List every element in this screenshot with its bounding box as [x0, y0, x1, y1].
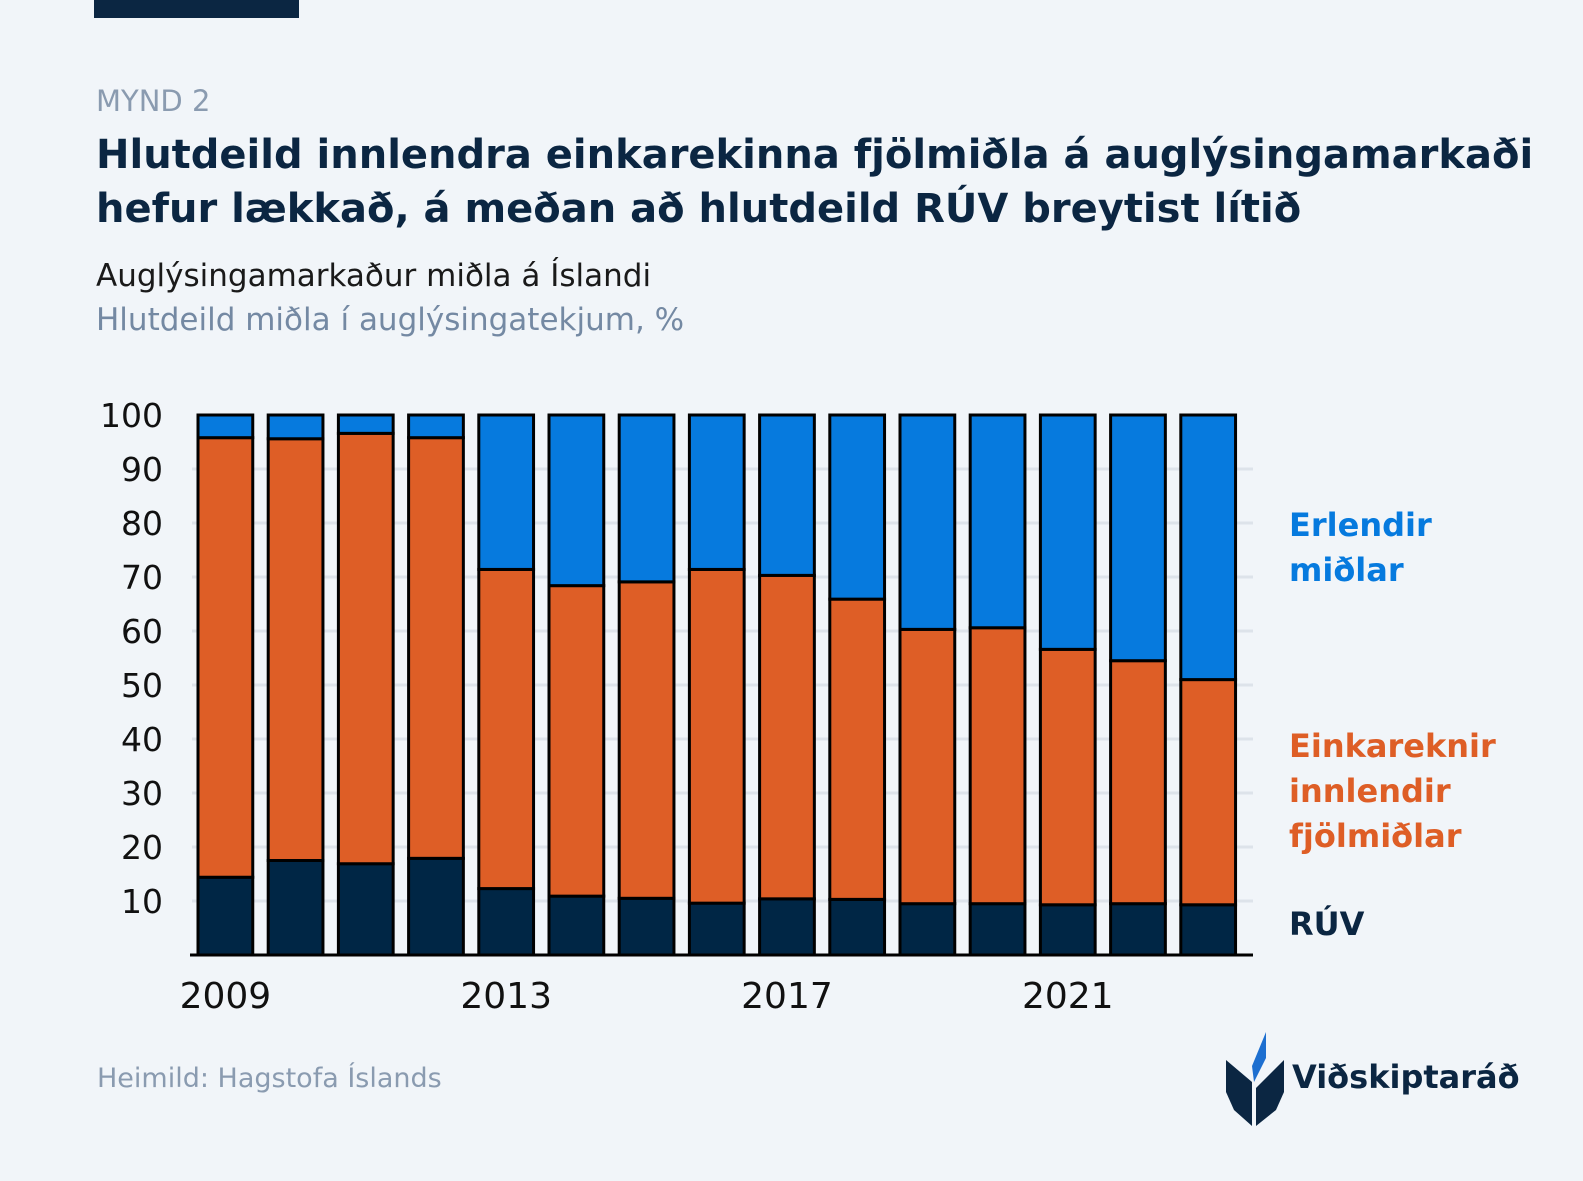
x-tick-label: 2009: [180, 976, 272, 1017]
vidskiptarad-logo-icon: [1226, 1032, 1284, 1126]
source-note: Heimild: Hagstofa Íslands: [97, 1063, 442, 1094]
bar-segment-private: [477, 567, 536, 891]
title-line-2: hefur lækkað, á meðan að hlutdeild RÚV b…: [96, 186, 1302, 232]
bar-segment-foreign: [1038, 413, 1097, 651]
y-tick-label: 10: [121, 882, 163, 921]
bar-segment-ruv: [266, 859, 325, 957]
legend-foreign-line-1: Erlendir: [1289, 506, 1432, 544]
x-tick-label: 2013: [460, 976, 552, 1017]
legend-ruv: RÚV: [1289, 905, 1365, 943]
bar-segment-private: [407, 436, 465, 860]
header-accent-bar: [94, 0, 299, 18]
bar-segment-private: [336, 431, 395, 866]
legend-foreign-line-2: miðlar: [1289, 551, 1404, 589]
bar-segment-ruv: [547, 894, 606, 957]
bar-segment-private: [687, 567, 746, 905]
bar-segment-private: [1038, 647, 1097, 907]
bar-segment-foreign: [758, 413, 816, 577]
bar-segment-ruv: [828, 897, 887, 957]
bar-segment-ruv: [758, 897, 816, 957]
bar-segment-foreign: [336, 413, 395, 435]
bar-segment-ruv: [687, 901, 746, 957]
bar-segment-foreign: [828, 413, 887, 601]
bar-segment-foreign: [196, 413, 255, 440]
bar-segment-ruv: [898, 902, 957, 957]
bar-segment-private: [828, 597, 887, 901]
y-tick-label: 60: [121, 612, 163, 651]
bar-segment-foreign: [1179, 413, 1238, 682]
title-line-1: Hlutdeild innlendra einkarekinna fjölmið…: [96, 132, 1534, 178]
bar-segment-foreign: [477, 413, 536, 571]
figure-label: MYND 2: [96, 84, 211, 118]
x-tick-label: 2021: [1022, 976, 1114, 1017]
bar-segment-ruv: [1038, 903, 1097, 957]
bar-segment-private: [1109, 659, 1167, 906]
bar-segment-private: [617, 580, 676, 900]
bar-segment-private: [758, 573, 816, 901]
bar-segment-ruv: [196, 875, 255, 957]
y-tick-label: 80: [121, 504, 163, 543]
bar-segment-ruv: [968, 902, 1027, 957]
legend-foreign: Erlendir miðlar: [1289, 503, 1432, 593]
legend-private-line-3: fjölmiðlar: [1289, 817, 1462, 855]
bar-segment-ruv: [336, 862, 395, 957]
y-tick-label: 20: [121, 828, 163, 867]
unit-label: Hlutdeild miðla í auglýsingatekjum, %: [96, 302, 685, 338]
logo-text: Viðskiptaráð: [1292, 1058, 1520, 1096]
bar-segment-private: [968, 626, 1027, 906]
y-tick-label: 50: [121, 666, 163, 705]
bar-segment-foreign: [898, 413, 957, 631]
y-tick-label: 70: [121, 558, 163, 597]
bar-segment-private: [196, 436, 255, 879]
bar-segment-private: [1179, 678, 1238, 907]
bar-segment-foreign: [266, 413, 325, 441]
bar-segment-ruv: [1179, 903, 1238, 957]
bar-segment-foreign: [687, 413, 746, 571]
bar-segment-private: [547, 584, 606, 898]
legend-private-line-2: innlendir: [1289, 772, 1451, 810]
bar-segment-ruv: [617, 896, 676, 957]
bar-segment-ruv: [407, 856, 465, 957]
bar-segment-private: [266, 437, 325, 862]
y-tick-label: 100: [100, 396, 163, 435]
bar-segment-foreign: [968, 413, 1027, 630]
legend-private: Einkareknir innlendir fjölmiðlar: [1289, 724, 1496, 859]
chart-title: Hlutdeild innlendra einkarekinna fjölmið…: [96, 128, 1533, 236]
bar-segment-foreign: [617, 413, 676, 584]
y-tick-label: 30: [121, 774, 163, 813]
y-tick-label: 40: [121, 720, 163, 759]
legend-private-line-1: Einkareknir: [1289, 727, 1496, 765]
bar-segment-ruv: [477, 887, 536, 957]
bar-segment-foreign: [1109, 413, 1167, 663]
bar-segment-ruv: [1109, 902, 1167, 957]
bar-segment-foreign: [547, 413, 606, 588]
x-tick-label: 2017: [741, 976, 833, 1017]
bar-segment-foreign: [407, 413, 465, 440]
chart-subtitle: Auglýsingamarkaður miðla á Íslandi: [96, 258, 652, 294]
y-tick-label: 90: [121, 450, 163, 489]
bar-segment-private: [898, 627, 957, 906]
